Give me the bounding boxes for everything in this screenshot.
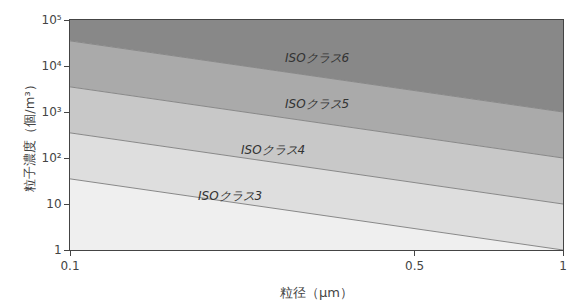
svg-text:10³: 10³ <box>42 105 62 119</box>
svg-text:1: 1 <box>559 259 567 273</box>
svg-text:ISOクラス4: ISOクラス4 <box>241 143 305 157</box>
svg-text:10²: 10² <box>42 151 62 165</box>
svg-text:ISOクラス5: ISOクラス5 <box>285 97 349 111</box>
svg-text:10: 10 <box>46 197 61 211</box>
svg-text:0.5: 0.5 <box>405 259 424 273</box>
svg-text:粒径（μm）: 粒径（μm） <box>280 285 353 300</box>
svg-text:1: 1 <box>54 243 62 257</box>
svg-text:10⁴: 10⁴ <box>42 59 62 73</box>
svg-text:10⁵: 10⁵ <box>42 13 62 27</box>
svg-text:ISOクラス6: ISOクラス6 <box>285 51 350 65</box>
svg-text:粒子濃度（個/m³）: 粒子濃度（個/m³） <box>22 78 37 191</box>
svg-text:ISOクラス3: ISOクラス3 <box>198 189 262 203</box>
svg-text:0.1: 0.1 <box>60 259 79 273</box>
